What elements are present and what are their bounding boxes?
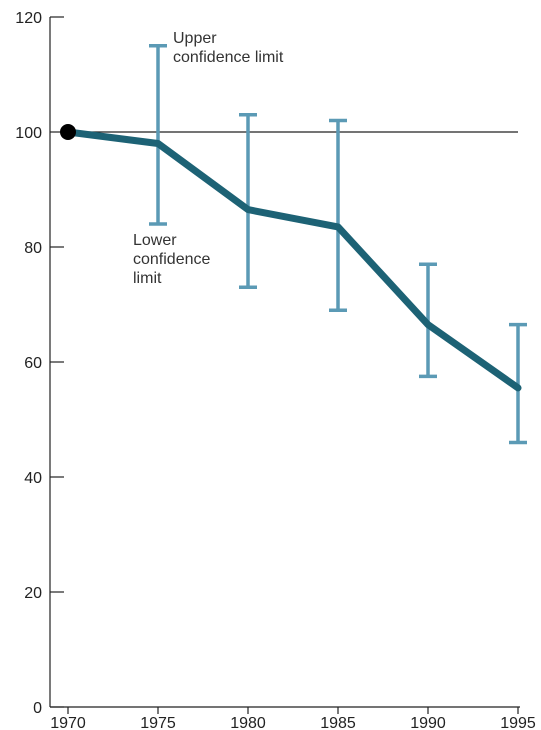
y-tick-label: 0 [33, 700, 42, 717]
y-tick-label: 100 [15, 125, 42, 142]
x-tick-label: 1970 [50, 715, 86, 730]
error-bars [149, 44, 527, 445]
lower-annotation-line: Lower [133, 232, 177, 249]
lower-annotation-line: limit [133, 270, 162, 287]
y-tick-label: 80 [24, 240, 42, 257]
tick-labels: 0 20 40 60 80 100 120 1970 1975 1980 1985 1990 1995 [15, 10, 536, 730]
series-line-group [60, 124, 522, 392]
error-bar [509, 322, 527, 445]
error-bar [149, 44, 167, 226]
upper-annotation-line: confidence limit [173, 49, 284, 66]
y-tick-label: 20 [24, 585, 42, 602]
y-tick-label: 120 [15, 10, 42, 27]
x-tick-label: 1975 [140, 715, 176, 730]
axes [49, 16, 520, 714]
error-bar [239, 113, 257, 289]
y-tick-label: 60 [24, 355, 42, 372]
lower-annotation-line: confidence [133, 251, 210, 268]
start-point-marker [60, 124, 76, 140]
x-tick-label: 1990 [410, 715, 446, 730]
series-line [64, 128, 522, 392]
upper-annotation-line: Upper [173, 30, 217, 47]
x-tick-label: 1985 [320, 715, 356, 730]
upper-limit-annotation: Upper confidence limit [173, 30, 284, 66]
y-tick-label: 40 [24, 470, 42, 487]
lower-limit-annotation: Lower confidence limit [133, 232, 215, 287]
annotations: Upper confidence limit Lower confidence … [133, 30, 284, 287]
error-bar [329, 118, 347, 312]
x-tick-label: 1980 [230, 715, 266, 730]
x-tick-label: 1995 [500, 715, 536, 730]
